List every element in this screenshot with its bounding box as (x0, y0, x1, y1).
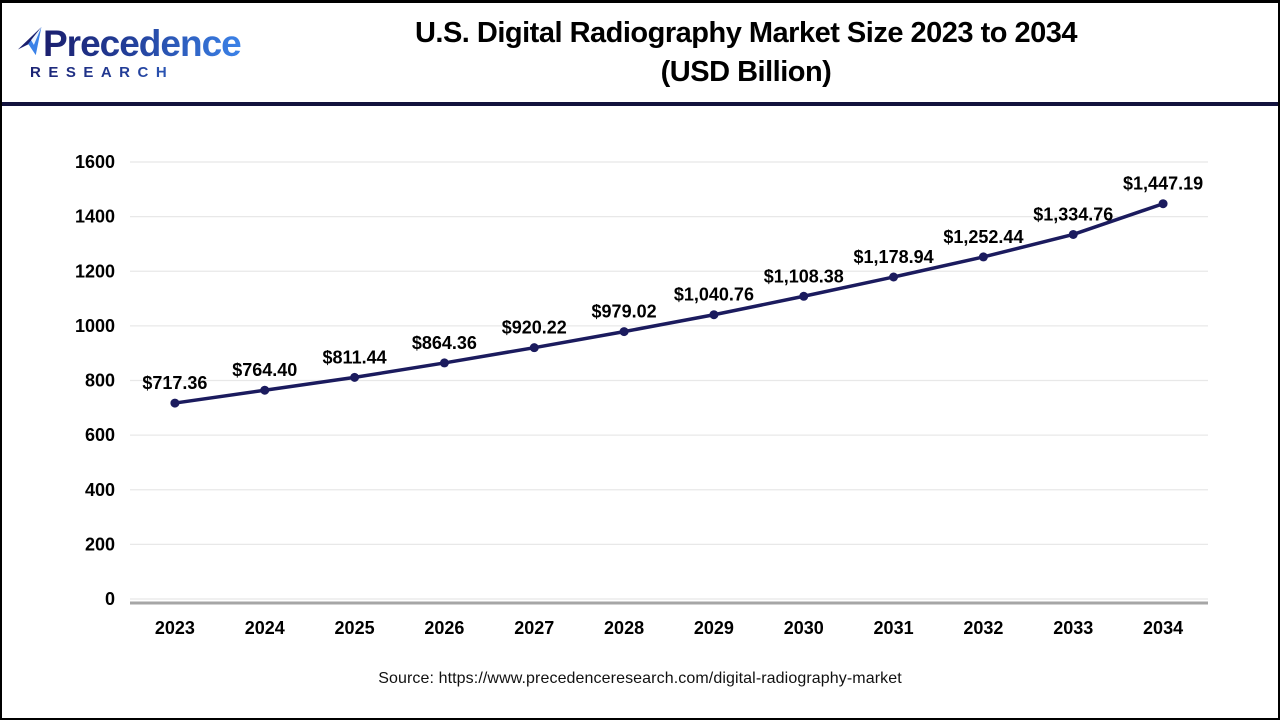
data-point-label: $1,178.94 (854, 247, 934, 267)
data-point (1158, 199, 1168, 209)
data-point-label: $1,334.76 (1033, 204, 1113, 224)
x-axis-tick-label: 2031 (874, 618, 914, 638)
data-point (260, 385, 270, 395)
series-line (173, 201, 1165, 405)
data-point-label: $764.40 (232, 360, 297, 380)
y-axis-tick-label: 1000 (75, 316, 115, 336)
data-point (439, 358, 449, 368)
data-point-label: $811.44 (323, 347, 387, 367)
logo-wordmark: Precedence (43, 23, 242, 64)
x-axis-tick-label: 2024 (245, 618, 285, 638)
y-axis-tick-label: 1200 (75, 261, 115, 281)
chart-title-line2: (USD Billion) (660, 55, 832, 88)
data-point (799, 291, 809, 301)
data-point (889, 272, 899, 282)
y-axis-tick-label: 200 (85, 534, 115, 554)
header-separator (2, 102, 1278, 106)
y-axis-tick-label: 1600 (75, 152, 115, 172)
x-axis-tick-label: 2027 (514, 618, 554, 638)
y-axis-tick-label: 0 (105, 589, 115, 609)
logo-wordmark-row: Precedence (16, 25, 242, 62)
chart-title-line1: U.S. Digital Radiography Market Size 202… (414, 17, 1078, 50)
data-point-label: $1,252.44 (943, 227, 1023, 247)
data-point-label: $1,447.19 (1123, 174, 1203, 194)
data-point (978, 252, 988, 262)
x-axis-tick-label: 2030 (784, 618, 824, 638)
header: Precedence RESEARCH U.S. Digital Radiogr… (2, 3, 1278, 102)
data-point (529, 343, 539, 353)
data-point-label: $979.02 (592, 302, 657, 322)
source-text: Source: https://www.precedenceresearch.c… (378, 670, 902, 687)
chart-svg: 0 200 400 600 800 1000 1200 1400 1600 2023 2024 202… (75, 152, 1208, 638)
x-axis-tick-label: 2025 (335, 618, 375, 638)
y-axis-tick-label: 800 (85, 371, 115, 391)
data-point-label: $864.36 (412, 333, 477, 353)
x-axis-tick-label: 2023 (155, 618, 195, 638)
chart-area: 0 200 400 600 800 1000 1200 1400 1600 2023 2024 202… (2, 106, 1278, 687)
data-point-label: $920.22 (502, 318, 567, 338)
data-point (619, 327, 629, 337)
data-point (350, 372, 360, 382)
logo-subtitle: RESEARCH (16, 65, 232, 80)
data-point-label: $1,040.76 (674, 285, 754, 305)
y-axis-tick-label: 400 (85, 480, 115, 500)
x-axis-tick-label: 2029 (694, 618, 734, 638)
x-axis-tick-label: 2034 (1143, 618, 1183, 638)
data-point-label: $1,108.38 (764, 266, 844, 286)
precedence-research-logo: Precedence RESEARCH (16, 25, 242, 80)
x-axis-tick-label: 2032 (963, 618, 1003, 638)
x-axis-tick-label: 2028 (604, 618, 644, 638)
x-axis-tick-label: 2033 (1053, 618, 1093, 638)
y-axis-tick-label: 600 (85, 425, 115, 445)
data-point (170, 398, 180, 408)
data-point-label: $717.36 (142, 373, 207, 393)
x-axis-tick-label: 2026 (424, 618, 464, 638)
data-point (709, 310, 719, 320)
chart-title: U.S. Digital Radiography Market Size 202… (232, 14, 1250, 91)
data-point (1068, 229, 1078, 239)
sail-icon (17, 26, 42, 55)
y-axis-tick-label: 1400 (75, 207, 115, 227)
